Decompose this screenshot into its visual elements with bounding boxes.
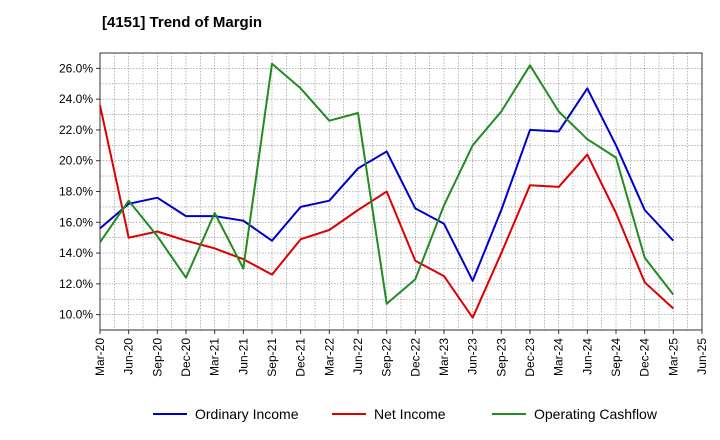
x-tick-label: Jun-24 [580,338,594,375]
legend-label-net-income: Net Income [374,406,446,422]
x-tick-label: Jun-25 [695,338,709,375]
x-tick-label: Jun-21 [236,338,250,375]
x-tick-label: Sep-22 [380,338,394,377]
y-tick-label: 14.0% [59,246,93,260]
x-tick-label: Dec-20 [179,338,193,377]
x-tick-label: Mar-23 [437,338,451,376]
x-tick-label: Dec-22 [408,338,422,377]
x-tick-label: Mar-24 [552,338,566,376]
x-tick-label: Jun-23 [466,338,480,375]
x-tick-label: Sep-23 [494,338,508,377]
x-tick-label: Mar-22 [322,338,336,376]
x-tick-label: Mar-21 [208,338,222,376]
series-line-net-income [99,105,674,319]
y-tick-label: 20.0% [59,154,93,168]
legend-label-ordinary-income: Ordinary Income [195,406,299,422]
y-tick-label: 26.0% [59,61,93,75]
y-tick-label: 12.0% [59,277,93,291]
y-tick-label: 18.0% [59,185,93,199]
legend-label-operating-cashflow: Operating Cashflow [534,406,658,422]
y-tick-label: 24.0% [59,92,93,106]
x-tick-label: Jun-20 [122,338,136,375]
y-tick-label: 10.0% [59,308,93,322]
y-tick-label: 16.0% [59,215,93,229]
x-tick-label: Sep-21 [265,338,279,377]
y-tick-label: 22.0% [59,123,93,137]
x-tick-label: Dec-21 [294,338,308,377]
x-tick-label: Sep-20 [150,338,164,377]
x-tick-label: Sep-24 [609,338,623,377]
x-tick-label: Mar-25 [666,338,680,376]
chart-title: [4151] Trend of Margin [102,14,263,31]
series-line-operating-cashflow [99,62,675,305]
series-line-ordinary-income [99,87,675,282]
x-tick-label: Dec-24 [638,338,652,377]
x-tick-label: Mar-20 [93,338,107,376]
x-tick-label: Dec-23 [523,338,537,377]
x-tick-label: Jun-22 [351,338,365,375]
